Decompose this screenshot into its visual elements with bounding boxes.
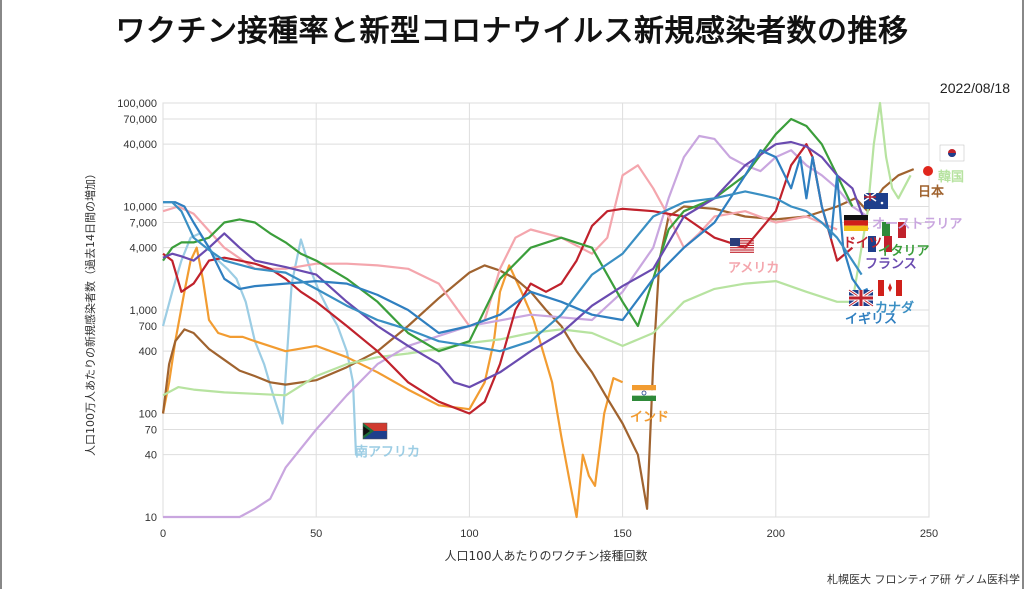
country-label: 南アフリカ	[355, 444, 420, 460]
germany-flag	[844, 215, 868, 231]
series-line	[162, 164, 838, 328]
y-tick-label: 70,000	[123, 114, 157, 126]
series-line	[162, 101, 912, 397]
x-tick-labels: 0 50 100 150 200 250	[160, 528, 938, 540]
x-tick-label: 50	[310, 528, 322, 540]
country-label: イギリス	[845, 311, 897, 327]
x-tick-label: 250	[920, 528, 938, 540]
country-label: カナダ	[875, 300, 914, 316]
x-axis-label: 人口100人あたりのワクチン接種回数	[445, 548, 648, 563]
series-line	[163, 149, 869, 335]
x-tick-label: 0	[160, 528, 166, 540]
country-label: ドイツ	[843, 236, 882, 251]
italy-flag	[882, 222, 906, 238]
y-tick-label: 400	[139, 346, 157, 358]
country-label: オーストラリア	[872, 217, 962, 232]
page-title: ワクチン接種率と新型コロナウイルス新規感染者数の推移	[115, 14, 909, 49]
x-tick-label: 150	[613, 528, 631, 540]
series-line	[163, 134, 869, 519]
series-lines	[161, 101, 915, 519]
y-tick-label: 100,000	[117, 98, 157, 110]
south-africa-flag	[362, 422, 388, 440]
series-line	[161, 232, 363, 456]
france-flag	[868, 236, 892, 252]
series-line	[162, 143, 854, 415]
y-tick-label: 10,000	[123, 202, 157, 214]
series-line	[162, 140, 869, 389]
y-tick-label: 700	[139, 321, 157, 333]
korea-flag	[939, 144, 965, 162]
country-label: 日本	[918, 184, 944, 200]
y-tick-label: 100	[139, 409, 157, 421]
series-line	[163, 190, 863, 353]
y-tick-label: 70	[145, 425, 157, 437]
country-label: アメリカ	[728, 261, 779, 276]
x-tick-label: 200	[767, 528, 785, 540]
country-flags	[362, 144, 965, 440]
y-tick-label: 1,000	[129, 305, 157, 317]
japan-flag	[923, 166, 933, 176]
canada-flag	[878, 280, 902, 296]
country-label: イタリア	[878, 244, 929, 259]
y-tick-label: 7,000	[129, 218, 157, 230]
country-label: 韓国	[938, 169, 964, 185]
usa-flag	[730, 238, 754, 253]
date-label: 2022/08/18	[939, 80, 1010, 96]
australia-flag	[863, 192, 888, 209]
country-label: フランス	[865, 257, 917, 272]
india-flag	[632, 385, 656, 401]
y-tick-label: 4,000	[129, 243, 157, 255]
x-tick-label: 100	[460, 528, 478, 540]
y-tick-label: 40	[145, 450, 157, 462]
y-tick-label: 40,000	[123, 139, 157, 151]
credit-label: 札幌医大 フロンティア研 ゲノム医科学	[826, 573, 1020, 586]
uk-flag	[848, 288, 874, 308]
y-axis-label: 人口100万人あたりの新規感染者数（過去14日間の増加）	[83, 168, 97, 456]
series-line	[161, 168, 915, 510]
y-tick-labels: 10 40 70 100 400 700 1,000 4,000 7,000 10,000 40,0…	[117, 98, 157, 524]
country-label: インド	[630, 410, 669, 425]
y-tick-label: 10	[145, 512, 157, 524]
